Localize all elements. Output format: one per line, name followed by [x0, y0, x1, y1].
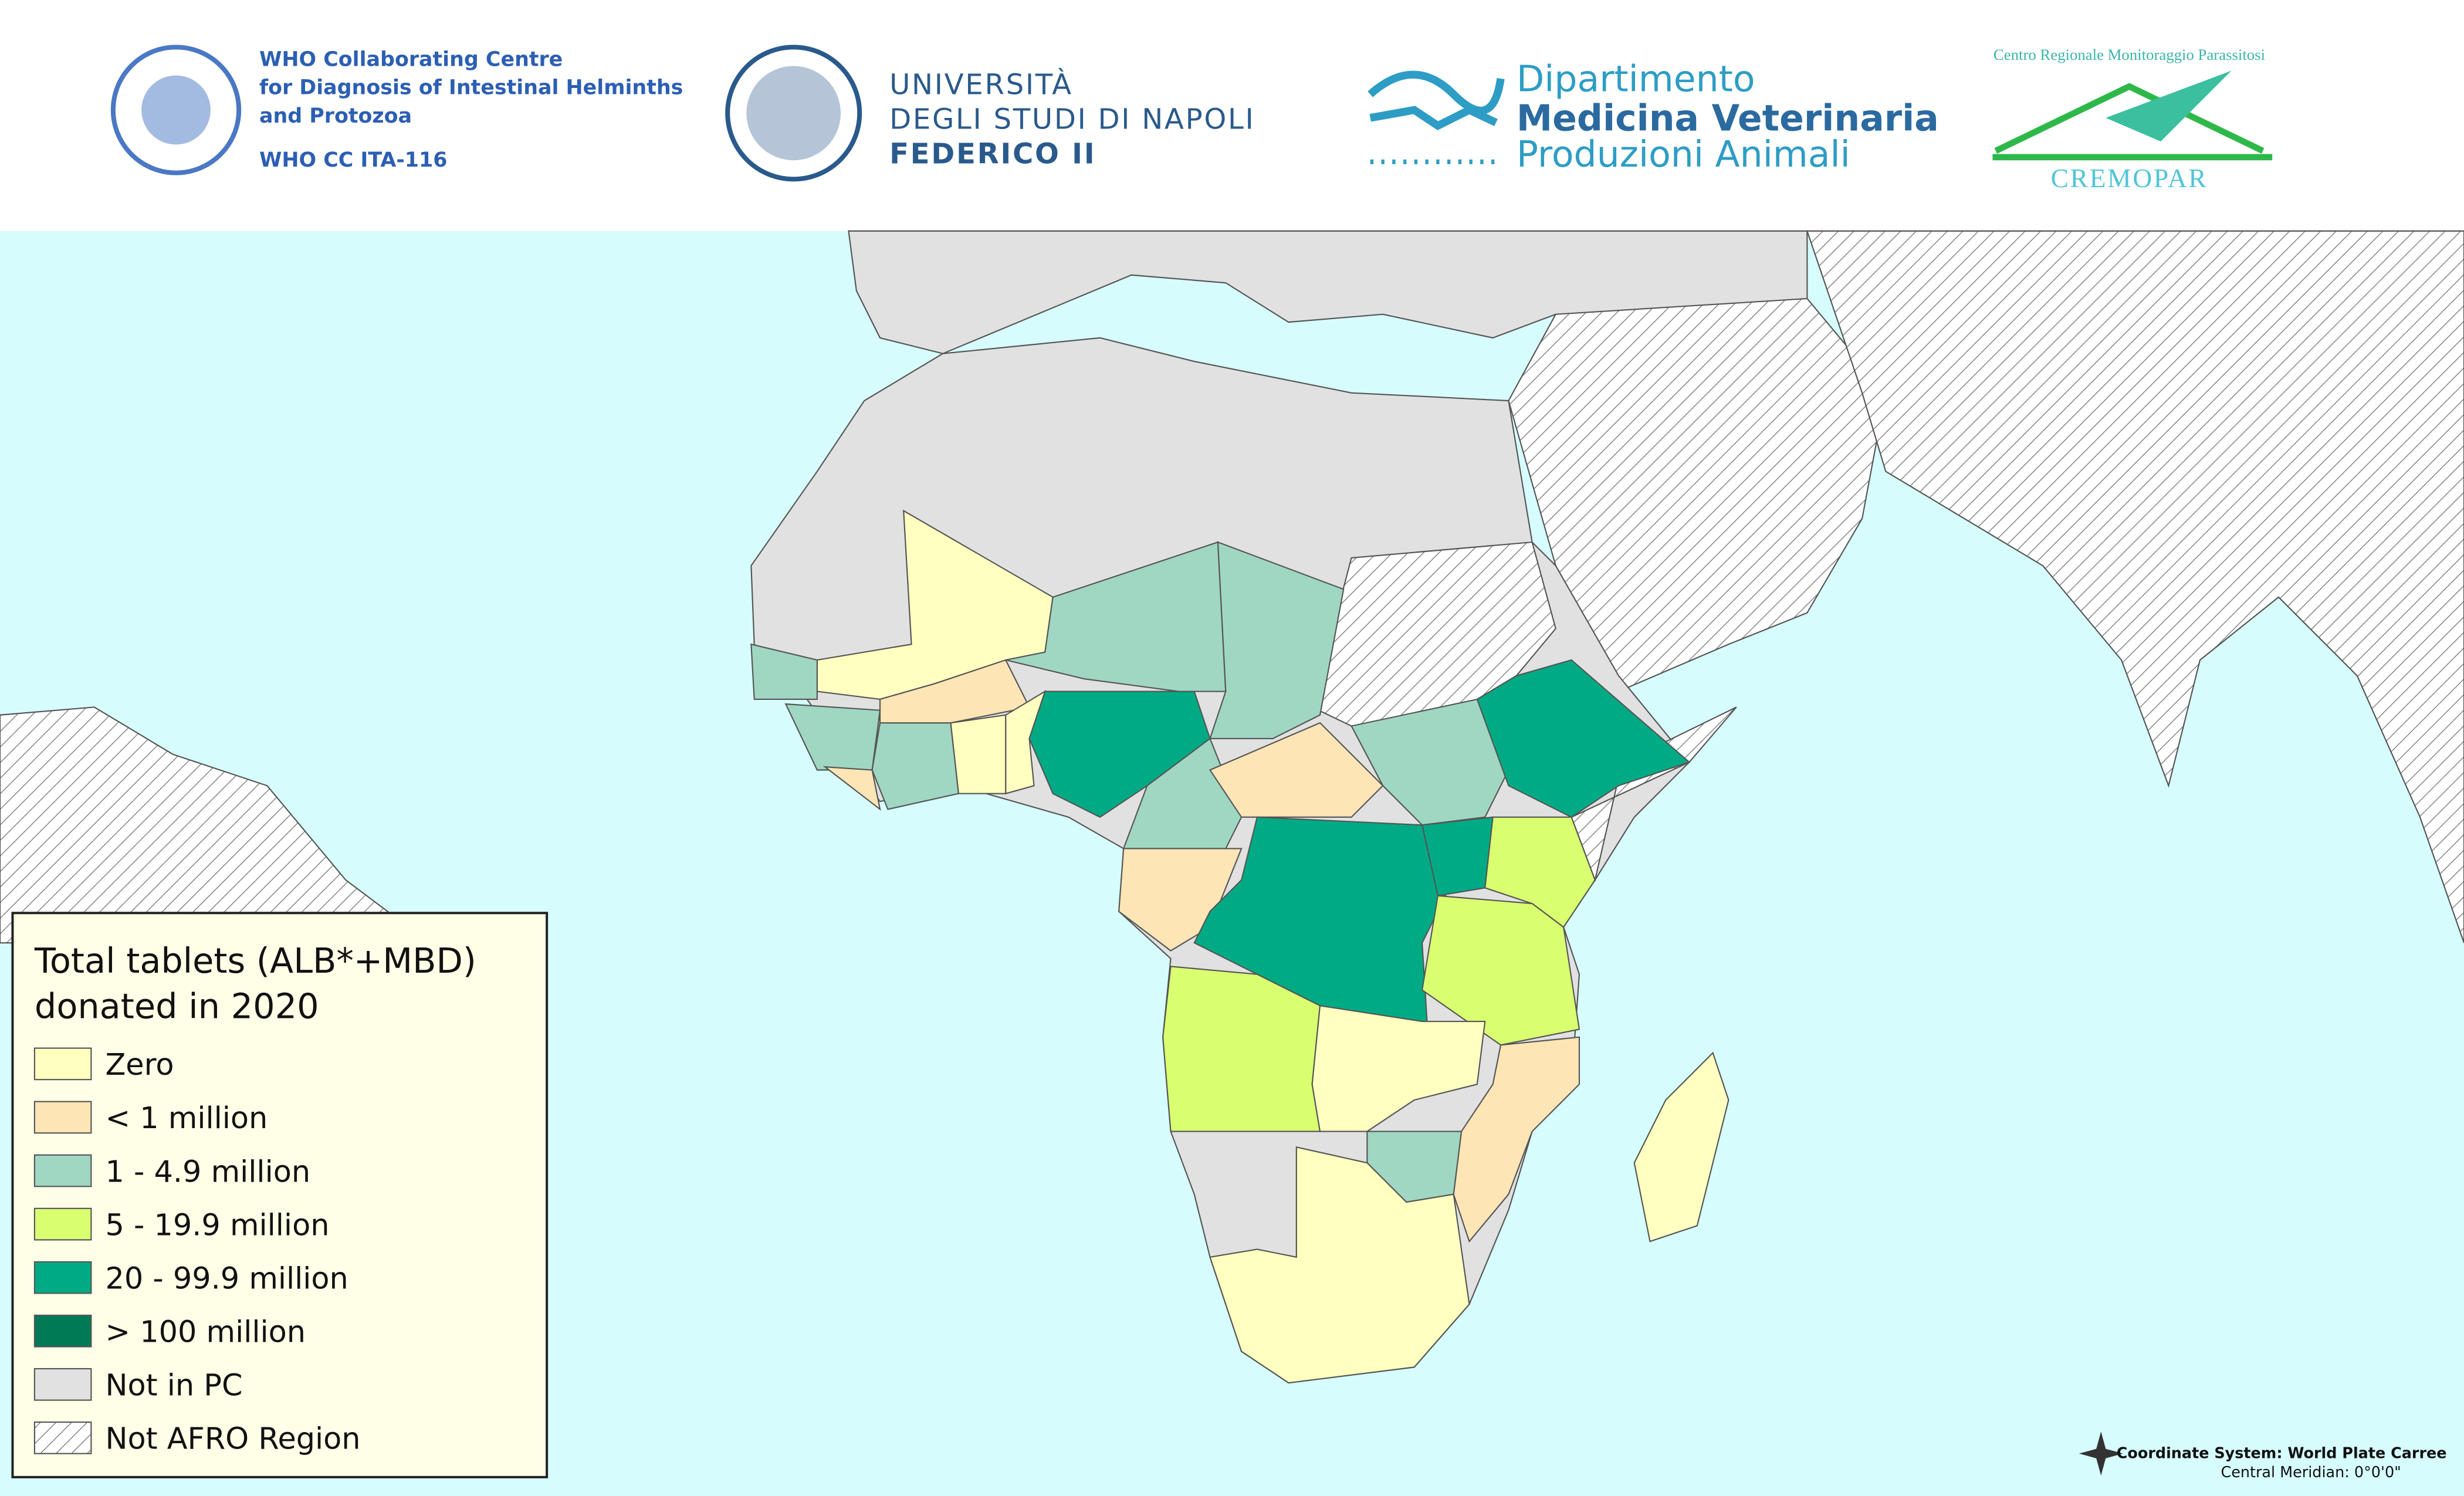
- legend-label: 1 - 4.9 million: [105, 1155, 310, 1189]
- who-text: WHO CC ITA-116: [259, 148, 448, 172]
- legend-label: Zero: [105, 1048, 174, 1082]
- legend-label: 20 - 99.9 million: [105, 1261, 348, 1296]
- liberia: [823, 766, 881, 811]
- zambia: [1311, 1005, 1486, 1132]
- who-text: WHO Collaborating Centre: [259, 48, 563, 72]
- chad: [1209, 541, 1345, 739]
- napoli-seal-core: [746, 66, 841, 161]
- legend-swatch: [33, 1154, 92, 1187]
- legend-box: [11, 912, 549, 1478]
- legend-items: Zero < 1 million 1 - 4.9 million 5 - 19.9 m…: [33, 1047, 361, 1457]
- mozambique: [1453, 1036, 1580, 1243]
- legend-swatch: [33, 1314, 92, 1348]
- legend-label: 5 - 19.9 million: [105, 1208, 329, 1243]
- cameroon: [1122, 737, 1243, 849]
- university-text: UNIVERSITÀ: [889, 68, 1073, 101]
- ghana: [950, 714, 1007, 794]
- legend-swatch: [33, 1261, 92, 1294]
- cremopar-text: CREMOPAR: [2051, 163, 2208, 193]
- benin-togo: [1005, 690, 1047, 795]
- department-logo: [1368, 70, 1505, 131]
- who-emblem-core: [141, 75, 211, 145]
- senegal: [750, 643, 818, 700]
- asia: [1806, 230, 2464, 943]
- legend-label: Not in PC: [105, 1369, 242, 1403]
- legend-label: > 100 million: [105, 1315, 306, 1350]
- napoli-seal: [725, 45, 862, 182]
- legend-swatch: [33, 1368, 92, 1401]
- tanzania: [1421, 895, 1580, 1046]
- department-text: Medicina Veterinaria: [1517, 97, 1939, 139]
- who-emblem: [110, 45, 242, 175]
- nigeria: [1028, 691, 1211, 818]
- who-text: and Protozoa: [259, 104, 412, 128]
- legend-swatch: [33, 1101, 92, 1134]
- cote-divoire: [871, 722, 960, 810]
- university-text: FEDERICO II: [889, 138, 1096, 171]
- legend-title: Total tablets (ALB*+MBD): [34, 940, 476, 981]
- southern-africa: [1209, 1146, 1470, 1384]
- header-band: [0, 0, 2464, 231]
- who-text: for Diagnosis of Intestinal Helminths: [259, 76, 683, 100]
- central-meridian: Central Meridian: 0°0'0": [2221, 1463, 2401, 1481]
- coordinate-system: Coordinate System: World Plate Carree: [2117, 1444, 2447, 1462]
- car: [1209, 722, 1384, 818]
- university-text: DEGLI STUDI DI NAPOLI: [889, 103, 1255, 136]
- cremopar-text: Centro Regionale Monitoraggio Parassitos…: [1993, 46, 2265, 63]
- cremopar-roof: [1994, 83, 2265, 154]
- department-text: Dipartimento: [1517, 57, 1755, 100]
- cremopar-leaf: [2106, 70, 2232, 142]
- legend-swatch: [33, 1421, 92, 1454]
- legend-swatch: [33, 1047, 92, 1081]
- ethiopia: [1476, 659, 1691, 818]
- legend-title: donated in 2020: [35, 986, 319, 1027]
- legend-label: < 1 million: [105, 1101, 268, 1136]
- compass: [2079, 1431, 2123, 1476]
- compass-star: [2079, 1431, 2123, 1476]
- department-text: Produzioni Animali: [1517, 133, 1850, 175]
- legend-swatch: [33, 1207, 92, 1241]
- madagascar: [1633, 1051, 1729, 1243]
- legend-label: Not AFRO Region: [105, 1422, 360, 1457]
